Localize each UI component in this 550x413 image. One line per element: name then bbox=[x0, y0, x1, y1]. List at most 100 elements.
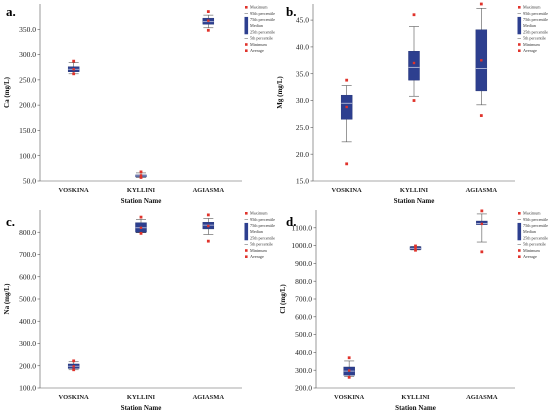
legend-entry: Average bbox=[250, 254, 264, 259]
min-marker bbox=[412, 99, 416, 102]
average-marker bbox=[72, 68, 75, 71]
legend-entry: 25th percentile bbox=[250, 29, 275, 34]
legend-entry: Maximum bbox=[523, 211, 541, 216]
box-voskina bbox=[67, 359, 80, 372]
chart-panel-1: a. 50.0 100.0 150.0 200.0 250.0 300.0 350.0 Ca (… bbox=[3, 4, 275, 205]
legend-symbol bbox=[244, 16, 249, 35]
legend-entry: 75th percentile bbox=[523, 17, 548, 22]
legend-entry: Minimum bbox=[523, 248, 540, 253]
panel-label: a. bbox=[6, 4, 16, 19]
y-tick-label: 25.0 bbox=[296, 123, 309, 132]
legend-symbol bbox=[518, 249, 521, 252]
legend-symbol bbox=[245, 249, 248, 252]
legend-symbol bbox=[518, 212, 521, 215]
y-tick-label: 1100.0 bbox=[292, 223, 313, 232]
min-marker bbox=[72, 72, 76, 76]
y-tick-label: 30.0 bbox=[296, 96, 309, 105]
panel-label: b. bbox=[286, 4, 296, 19]
y-tick-label: 200.0 bbox=[295, 384, 312, 393]
y-tick-label: 200.0 bbox=[19, 361, 36, 370]
legend-entry: Median bbox=[250, 23, 264, 28]
legend-symbol bbox=[518, 255, 521, 258]
legend-entry: 75th percentile bbox=[250, 223, 275, 228]
max-marker bbox=[345, 78, 349, 82]
min-marker bbox=[414, 248, 417, 252]
y-axis-title: Mg (mg/L) bbox=[276, 76, 284, 109]
legend-symbol bbox=[245, 49, 248, 52]
box-agiasma bbox=[476, 209, 488, 254]
y-tick-label: 600.0 bbox=[295, 312, 312, 321]
y-tick-label: 300.0 bbox=[19, 339, 36, 348]
legend-entry: 95th percentile bbox=[523, 11, 548, 16]
legend-entry: 5th percentile bbox=[250, 36, 273, 41]
legend-entry: Maximum bbox=[250, 211, 268, 216]
box-voskina bbox=[343, 356, 355, 379]
y-tick-label: 20.0 bbox=[296, 150, 309, 159]
average-marker bbox=[480, 222, 484, 226]
legend-symbol bbox=[518, 49, 521, 52]
y-tick-label: 1000.0 bbox=[291, 241, 312, 250]
x-category-label: VOSKINA bbox=[332, 187, 363, 194]
x-category-label: KYLLINI bbox=[127, 187, 156, 194]
legend-entry: 75th percentile bbox=[523, 223, 548, 228]
y-axis-title: Ca (mg/L) bbox=[3, 76, 11, 108]
legend-symbol bbox=[517, 16, 522, 35]
average-marker bbox=[207, 19, 210, 22]
x-category-label: AGIASMA bbox=[193, 187, 225, 194]
box-kyllini bbox=[135, 170, 147, 179]
legend-entry: Median bbox=[523, 23, 537, 28]
box-kyllini bbox=[409, 244, 422, 252]
box-agiasma bbox=[475, 2, 488, 117]
x-category-label: KYLLINI bbox=[127, 394, 156, 401]
x-category-label: AGIASMA bbox=[466, 394, 498, 401]
y-tick-label: 300.0 bbox=[19, 50, 36, 59]
box-voskina bbox=[67, 59, 80, 76]
average-marker bbox=[139, 174, 143, 177]
x-axis-title: Station Name bbox=[121, 197, 162, 205]
y-tick-label: 300.0 bbox=[295, 366, 312, 375]
y-tick-label: 600.0 bbox=[19, 272, 36, 281]
y-tick-label: 35.0 bbox=[296, 69, 309, 78]
x-category-label: AGIASMA bbox=[466, 187, 498, 194]
legend-symbol bbox=[245, 6, 248, 9]
x-category-label: KYLLINI bbox=[401, 394, 430, 401]
legend-entry: Minimum bbox=[250, 248, 267, 253]
y-tick-label: 100.0 bbox=[19, 384, 36, 393]
legend-entry: 5th percentile bbox=[250, 242, 273, 247]
chart-panel-3: c. 100.0 200.0 300.0 400.0 500.0 600.0 700.0 800… bbox=[3, 210, 275, 412]
max-marker bbox=[206, 10, 210, 13]
legend-entry: 25th percentile bbox=[523, 235, 548, 240]
y-tick-label: 400.0 bbox=[19, 317, 36, 326]
y-tick-label: 15.0 bbox=[296, 177, 309, 186]
legend-entry: Median bbox=[523, 229, 537, 234]
x-axis-title: Station Name bbox=[121, 404, 162, 412]
box-voskina bbox=[340, 78, 353, 166]
panel-label: c. bbox=[6, 214, 15, 229]
max-marker bbox=[479, 2, 483, 6]
min-marker bbox=[206, 239, 210, 243]
legend-symbol bbox=[518, 6, 521, 9]
y-axis-title: Cl (mg/L) bbox=[279, 284, 287, 314]
y-tick-label: 100.0 bbox=[19, 151, 36, 160]
y-tick-label: 800.0 bbox=[295, 277, 312, 286]
max-marker bbox=[139, 170, 143, 174]
min-marker bbox=[206, 28, 210, 32]
x-category-label: AGIASMA bbox=[193, 394, 225, 401]
min-marker bbox=[480, 250, 484, 254]
max-marker bbox=[139, 215, 143, 219]
y-tick-label: 45.0 bbox=[296, 16, 309, 25]
legend-entry: Average bbox=[523, 48, 537, 53]
y-tick-label: 700.0 bbox=[19, 250, 36, 259]
box-kyllini bbox=[135, 215, 147, 235]
y-tick-label: 700.0 bbox=[295, 295, 312, 304]
y-tick-label: 40.0 bbox=[296, 43, 309, 52]
panel-label: d. bbox=[286, 214, 296, 229]
x-category-label: KYLLINI bbox=[400, 187, 429, 194]
chart-panel-4: d. 200.0 300.0 400.0 500.0 600.0 700.0 800.0 900… bbox=[279, 209, 548, 412]
average-marker bbox=[347, 369, 351, 372]
x-category-label: VOSKINA bbox=[59, 187, 90, 194]
legend-entry: 25th percentile bbox=[523, 29, 548, 34]
